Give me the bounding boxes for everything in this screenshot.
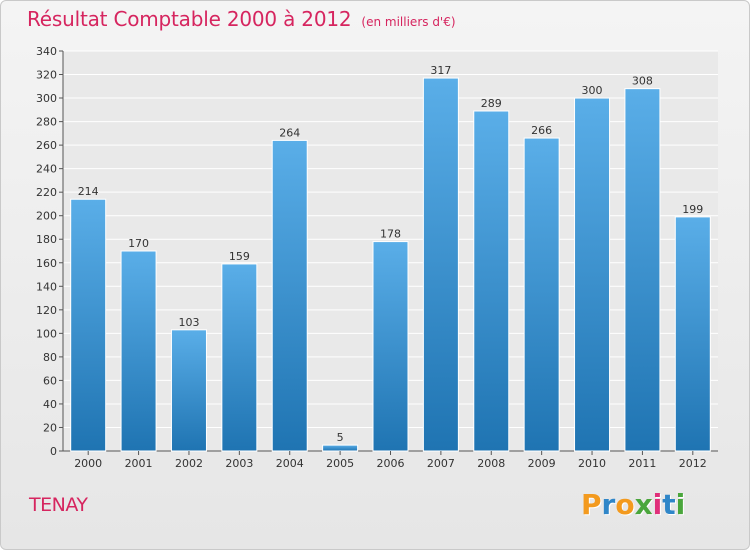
- x-tick-label-2008: 2008: [477, 457, 505, 470]
- y-tick-label: 280: [36, 116, 57, 129]
- y-tick-label: 300: [36, 92, 57, 105]
- y-tick-label: 220: [36, 186, 57, 199]
- x-tick-label-2004: 2004: [276, 457, 304, 470]
- value-label-2010: 300: [582, 84, 603, 97]
- bar-2009: [523, 137, 560, 452]
- value-label-2008: 289: [481, 97, 502, 110]
- logo-letter: P: [581, 488, 602, 521]
- value-label-2003: 159: [229, 250, 250, 263]
- value-label-2009: 266: [531, 124, 552, 137]
- bar-2011: [624, 88, 661, 452]
- y-tick-label: 0: [50, 445, 57, 458]
- value-label-2002: 103: [178, 316, 199, 329]
- y-tick-label: 120: [36, 304, 57, 317]
- value-label-2000: 214: [78, 185, 99, 198]
- logo-letter: i: [675, 488, 686, 521]
- bar-2004: [271, 139, 308, 452]
- bar-2010: [574, 97, 611, 452]
- bar-2006: [372, 241, 409, 452]
- value-label-2001: 170: [128, 237, 149, 250]
- bar-2002: [170, 329, 207, 452]
- proxiti-logo: Proxiti: [581, 488, 685, 521]
- logo-letter: r: [601, 488, 616, 521]
- value-label-2011: 308: [632, 75, 653, 88]
- y-tick-label: 340: [36, 45, 57, 58]
- y-tick-label: 60: [43, 374, 57, 387]
- value-label-2006: 178: [380, 228, 401, 241]
- bar-2001: [120, 250, 157, 452]
- x-tick-label-2002: 2002: [175, 457, 203, 470]
- chart-subtitle: (en milliers d'€): [361, 15, 456, 29]
- bar-2000: [70, 198, 107, 452]
- chart-title-block: Résultat Comptable 2000 à 2012 (en millie…: [27, 7, 456, 31]
- value-label-2004: 264: [279, 126, 300, 139]
- value-label-2012: 199: [682, 203, 703, 216]
- logo-letter: x: [634, 488, 653, 521]
- x-tick-label-2005: 2005: [326, 457, 354, 470]
- bar-2007: [422, 77, 459, 452]
- y-tick-label: 320: [36, 69, 57, 82]
- value-label-2007: 317: [430, 64, 451, 77]
- y-tick-label: 200: [36, 210, 57, 223]
- x-tick-label-2007: 2007: [427, 457, 455, 470]
- x-tick-label-2001: 2001: [125, 457, 153, 470]
- x-tick-label-2010: 2010: [578, 457, 606, 470]
- logo-letter: o: [615, 488, 635, 521]
- bar-2003: [221, 263, 258, 452]
- x-tick-label-2012: 2012: [679, 457, 707, 470]
- location-label: TENAY: [29, 494, 88, 516]
- x-tick-label-2011: 2011: [628, 457, 656, 470]
- logo-letter: i: [652, 488, 663, 521]
- y-tick-label: 40: [43, 398, 57, 411]
- y-tick-label: 240: [36, 163, 57, 176]
- y-tick-label: 80: [43, 351, 57, 364]
- x-tick-label-2000: 2000: [74, 457, 102, 470]
- bar-2008: [473, 110, 510, 452]
- value-label-2005: 5: [337, 431, 344, 444]
- bar-2005: [322, 444, 359, 452]
- x-tick-label-2006: 2006: [377, 457, 405, 470]
- x-tick-label-2003: 2003: [225, 457, 253, 470]
- x-tick-label-2009: 2009: [528, 457, 556, 470]
- y-tick-label: 20: [43, 421, 57, 434]
- y-tick-label: 100: [36, 327, 57, 340]
- chart-title: Résultat Comptable 2000 à 2012: [27, 7, 352, 31]
- bar-2012: [674, 216, 711, 452]
- y-tick-label: 260: [36, 139, 57, 152]
- y-tick-label: 160: [36, 257, 57, 270]
- y-tick-label: 180: [36, 233, 57, 246]
- y-tick-label: 140: [36, 280, 57, 293]
- logo-letter: t: [662, 488, 676, 521]
